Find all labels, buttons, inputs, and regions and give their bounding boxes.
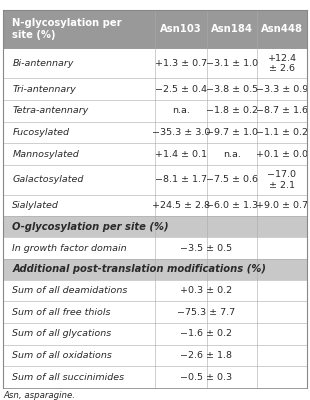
Text: Sum of all glycations: Sum of all glycations bbox=[12, 329, 112, 338]
Text: Sum of all succinimides: Sum of all succinimides bbox=[12, 373, 124, 382]
Text: −1.6 ± 0.2: −1.6 ± 0.2 bbox=[180, 329, 232, 338]
Text: −6.0 ± 1.3: −6.0 ± 1.3 bbox=[206, 201, 258, 210]
Bar bbox=[3, 302, 307, 323]
Text: N-glycosylation per
site (%): N-glycosylation per site (%) bbox=[12, 18, 122, 40]
Text: n.a.: n.a. bbox=[172, 106, 190, 115]
Bar bbox=[3, 122, 307, 143]
Bar bbox=[3, 195, 307, 216]
Text: In growth factor domain: In growth factor domain bbox=[12, 244, 127, 253]
Text: −35.3 ± 3.0: −35.3 ± 3.0 bbox=[152, 128, 210, 137]
Text: −7.5 ± 0.6: −7.5 ± 0.6 bbox=[206, 175, 258, 184]
Text: +0.3 ± 0.2: +0.3 ± 0.2 bbox=[180, 286, 232, 295]
Text: Sialylated: Sialylated bbox=[12, 201, 59, 210]
Text: Sum of all free thiols: Sum of all free thiols bbox=[12, 308, 111, 317]
Text: +9.0 ± 0.7: +9.0 ± 0.7 bbox=[256, 201, 308, 210]
Text: Tetra-antennary: Tetra-antennary bbox=[12, 106, 89, 115]
Text: O-glycosylation per site (%): O-glycosylation per site (%) bbox=[12, 222, 169, 232]
Text: Mannosylated: Mannosylated bbox=[12, 150, 79, 158]
Text: Sum of all deamidations: Sum of all deamidations bbox=[12, 286, 128, 295]
Text: −9.7 ± 1.0: −9.7 ± 1.0 bbox=[206, 128, 258, 137]
Text: −8.1 ± 1.7: −8.1 ± 1.7 bbox=[155, 175, 207, 184]
Text: −3.8 ± 0.5: −3.8 ± 0.5 bbox=[206, 84, 258, 94]
Bar bbox=[3, 100, 307, 122]
Text: −0.5 ± 0.3: −0.5 ± 0.3 bbox=[180, 373, 232, 382]
Text: −75.3 ± 7.7: −75.3 ± 7.7 bbox=[177, 308, 235, 317]
Text: Fucosylated: Fucosylated bbox=[12, 128, 69, 137]
Bar bbox=[3, 78, 307, 100]
Text: Galactosylated: Galactosylated bbox=[12, 175, 84, 184]
Text: Asn184: Asn184 bbox=[211, 24, 253, 34]
Text: −3.1 ± 1.0: −3.1 ± 1.0 bbox=[206, 59, 258, 68]
Text: Additional post-translation modifications (%): Additional post-translation modification… bbox=[12, 264, 266, 274]
Text: +0.1 ± 0.0: +0.1 ± 0.0 bbox=[256, 150, 308, 158]
Text: n.a.: n.a. bbox=[223, 150, 241, 158]
Text: −3.3 ± 0.9: −3.3 ± 0.9 bbox=[256, 84, 308, 94]
Bar bbox=[3, 216, 307, 237]
Text: −8.7 ± 1.6: −8.7 ± 1.6 bbox=[256, 106, 308, 115]
Bar bbox=[3, 366, 307, 388]
Text: Sum of all oxidations: Sum of all oxidations bbox=[12, 351, 112, 360]
Text: Bi-antennary: Bi-antennary bbox=[12, 59, 74, 68]
Text: −17.0
± 2.1: −17.0 ± 2.1 bbox=[268, 170, 296, 190]
Text: −1.8 ± 0.2: −1.8 ± 0.2 bbox=[206, 106, 258, 115]
Bar bbox=[3, 280, 307, 302]
Text: +12.4
± 2.6: +12.4 ± 2.6 bbox=[268, 54, 296, 73]
Text: Asn, asparagine.: Asn, asparagine. bbox=[3, 391, 75, 400]
Bar bbox=[3, 345, 307, 366]
Text: −2.6 ± 1.8: −2.6 ± 1.8 bbox=[180, 351, 232, 360]
Bar bbox=[3, 237, 307, 259]
Bar bbox=[3, 143, 307, 165]
Text: Tri-antennary: Tri-antennary bbox=[12, 84, 76, 94]
Bar bbox=[3, 259, 307, 280]
Text: −2.5 ± 0.4: −2.5 ± 0.4 bbox=[155, 84, 207, 94]
Text: −3.5 ± 0.5: −3.5 ± 0.5 bbox=[180, 244, 232, 253]
Bar bbox=[3, 10, 307, 48]
Bar bbox=[3, 323, 307, 345]
Text: Asn103: Asn103 bbox=[160, 24, 202, 34]
Text: −1.1 ± 0.2: −1.1 ± 0.2 bbox=[256, 128, 308, 137]
Bar bbox=[3, 165, 307, 195]
Bar bbox=[3, 48, 307, 78]
Text: Asn448: Asn448 bbox=[261, 24, 303, 34]
Text: +1.4 ± 0.1: +1.4 ± 0.1 bbox=[155, 150, 207, 158]
Text: +1.3 ± 0.7: +1.3 ± 0.7 bbox=[155, 59, 207, 68]
Text: +24.5 ± 2.8: +24.5 ± 2.8 bbox=[152, 201, 210, 210]
